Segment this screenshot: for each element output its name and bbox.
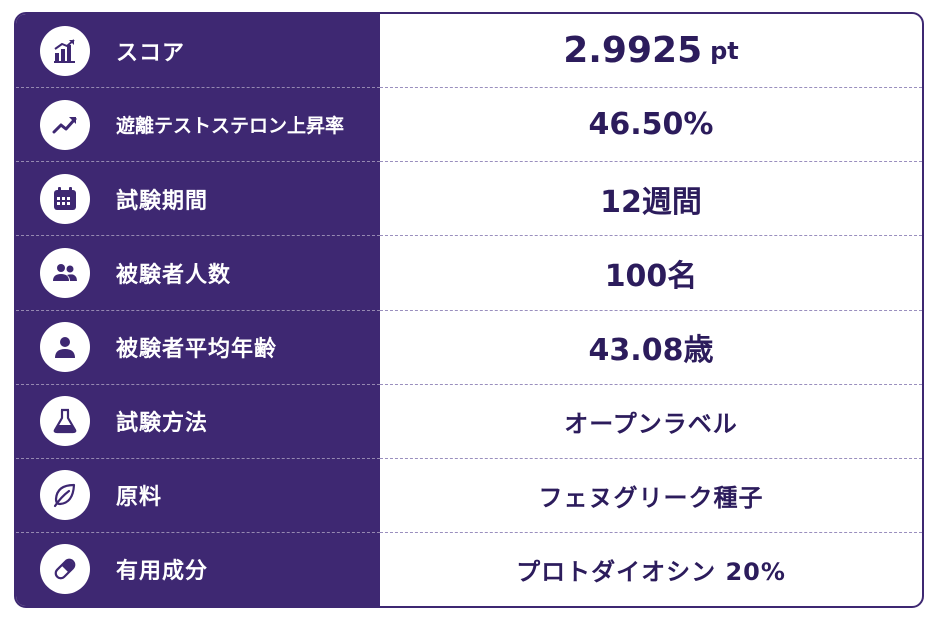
row-value-ingredient: プロトダイオシン 20% [380,533,922,606]
row-label-text: 被験者人数 [116,262,232,288]
value-column: 2.9925 pt 46.50% 12週間 100名 43.08歳 オープンラベ… [380,14,922,606]
row-label-text: 被験者平均年齢 [116,337,278,363]
value-text: 100名 [604,258,698,294]
row-label-text: 原料 [116,485,163,511]
row-label-method: 試験方法 [16,385,380,459]
row-value-material: フェヌグリーク種子 [380,459,922,533]
row-value-period: 12週間 [380,162,922,237]
row-label-text: 試験期間 [116,188,209,214]
row-label-text: スコア [116,40,186,66]
spec-table: スコア 遊離テストステロン上昇率 [14,12,924,608]
value-text: 43.08歳 [588,333,714,369]
row-value-subjects: 100名 [380,236,922,311]
flask-icon [40,396,90,447]
row-label-material: 原料 [16,459,380,533]
row-value-age: 43.08歳 [380,311,922,385]
row-label-period: 試験期間 [16,162,380,237]
person-icon [40,322,90,373]
row-label-subjects: 被験者人数 [16,236,380,311]
score-value: 2.9925 [563,30,703,72]
value-text: 12週間 [600,184,702,220]
row-label-age: 被験者平均年齢 [16,311,380,385]
row-label-score: スコア [16,14,380,89]
row-value-score: 2.9925 pt [380,14,922,89]
row-label-text: 有用成分 [116,559,209,585]
users-icon [40,247,90,298]
row-label-ingredient: 有用成分 [16,533,380,606]
leaf-icon [40,470,90,521]
row-label-text: 試験方法 [116,411,209,437]
score-unit: pt [710,36,739,65]
row-value-method: オープンラベル [380,385,922,459]
row-label-testosterone: 遊離テストステロン上昇率 [16,88,380,163]
row-label-text: 遊離テストステロン上昇率 [116,115,345,138]
calendar-icon [40,173,90,224]
value-text: フェヌグリーク種子 [538,483,764,512]
value-text: プロトダイオシン 20% [516,557,786,586]
value-text: 46.50% [588,107,714,143]
label-column: スコア 遊離テストステロン上昇率 [16,14,380,606]
row-value-testosterone: 46.50% [380,88,922,163]
capsule-icon [40,544,90,595]
bar-chart-icon [40,25,90,76]
value-text: オープンラベル [564,409,738,438]
trend-up-icon [40,99,90,150]
